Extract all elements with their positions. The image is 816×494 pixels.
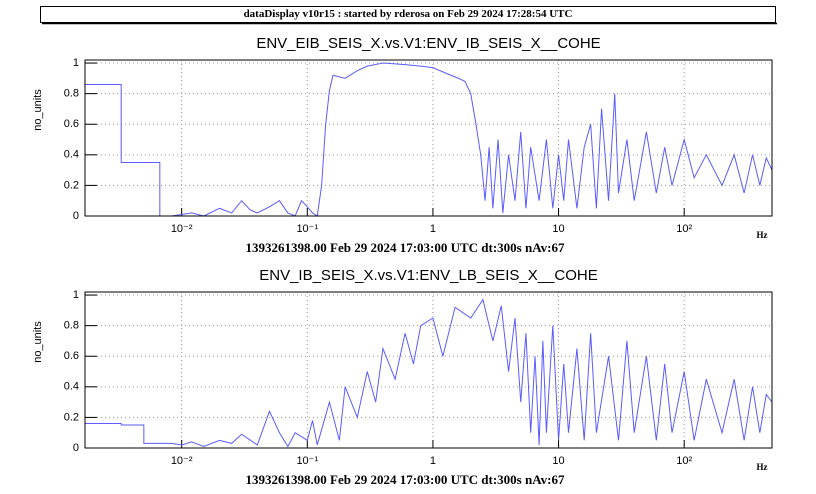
header-title: dataDisplay v10r15 : started by rderosa … — [244, 8, 573, 20]
x-axis-label: 1393261398.00 Feb 29 2024 17:03:00 UTC d… — [246, 240, 565, 255]
x-tick-label: 10⁻² — [171, 223, 193, 235]
y-tick-label: 0.2 — [64, 411, 79, 423]
x-unit: Hz — [757, 230, 768, 240]
x-tick-label: 10 — [552, 223, 564, 235]
header-box — [40, 6, 776, 23]
y-tick-label: 0.6 — [64, 350, 79, 362]
y-tick-label: 0.4 — [64, 149, 79, 161]
y-tick-label: 1 — [73, 289, 79, 301]
y-tick-label: 0 — [73, 210, 79, 222]
x-tick-label: 10⁻¹ — [296, 455, 318, 467]
y-axis-label: no_units — [32, 321, 44, 363]
x-tick-label: 10² — [676, 223, 692, 235]
chart-title: ENV_EIB_SEIS_X.vs.V1:ENV_IB_SEIS_X__COHE — [256, 35, 600, 52]
x-tick-label: 10⁻² — [171, 455, 193, 467]
y-tick-label: 0.8 — [64, 320, 79, 332]
x-tick-label: 10² — [676, 455, 692, 467]
x-tick-label: 1 — [430, 455, 436, 467]
y-tick-label: 0.8 — [64, 88, 79, 100]
data-line — [85, 298, 773, 448]
y-tick-label: 0 — [73, 442, 79, 454]
y-tick-label: 1 — [73, 57, 79, 69]
y-tick-label: 0.2 — [64, 179, 79, 191]
data-line — [85, 62, 773, 217]
plot-frame — [84, 291, 773, 449]
y-axis-label: no_units — [32, 89, 44, 131]
y-tick-label: 0.4 — [64, 381, 79, 393]
x-tick-label: 10 — [552, 455, 564, 467]
x-axis-label: 1393261398.00 Feb 29 2024 17:03:00 UTC d… — [246, 472, 565, 487]
y-tick-label: 0.6 — [64, 118, 79, 130]
x-tick-label: 10⁻¹ — [296, 223, 318, 235]
x-tick-label: 1 — [430, 223, 436, 235]
plot-frame — [84, 59, 773, 217]
chart-title: ENV_IB_SEIS_X.vs.V1:ENV_LB_SEIS_X__COHE — [259, 267, 598, 284]
x-unit: Hz — [757, 462, 768, 472]
